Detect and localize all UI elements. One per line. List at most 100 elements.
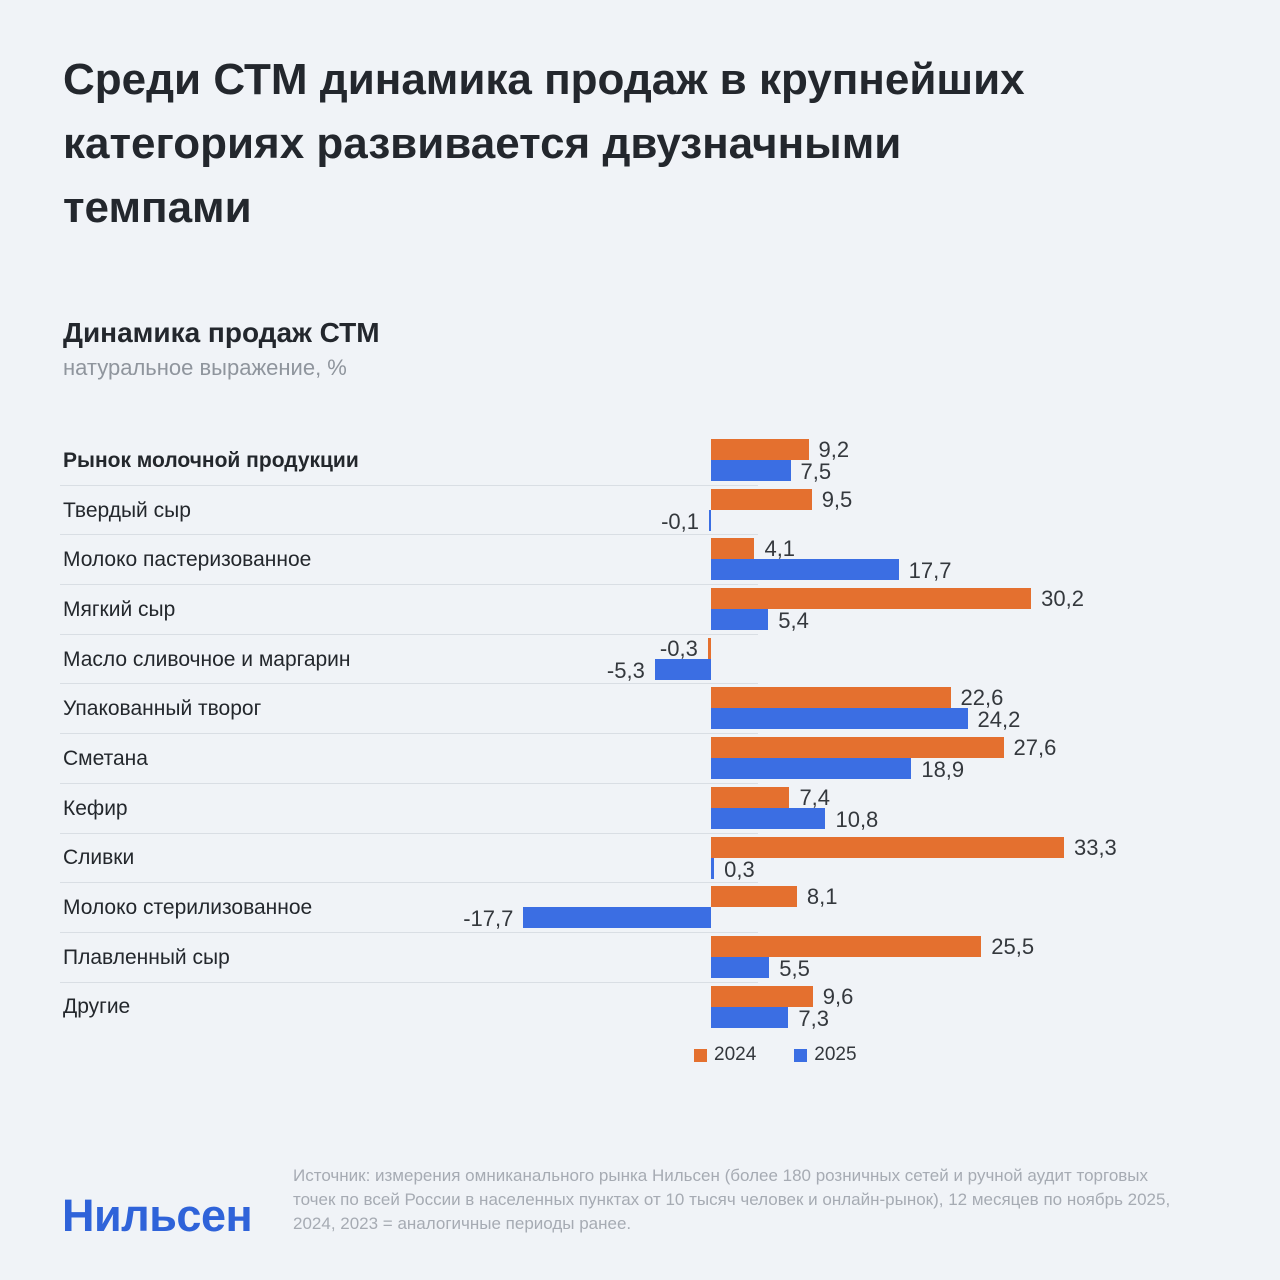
row-divider — [60, 981, 758, 983]
value-label-2025: 10,8 — [835, 806, 879, 832]
category-label: Упакованный творог — [63, 697, 262, 721]
bar-2025 — [711, 1006, 789, 1028]
page-title-line: категориях развивается двузначными — [63, 119, 902, 168]
chart-row: Упакованный творог 22,6 24,2 — [60, 684, 1220, 735]
bar-2025 — [654, 658, 711, 680]
row-divider — [60, 584, 758, 586]
chart-unit-label: натуральное выражение, % — [63, 355, 347, 380]
bar-2024 — [711, 886, 797, 908]
bar-2024 — [711, 687, 951, 709]
value-label-2025: 7,5 — [800, 459, 832, 484]
row-divider — [60, 484, 758, 486]
source-note: Источник: измерения омниканального рынка… — [293, 1166, 1171, 1233]
bar-2024 — [711, 439, 809, 460]
value-label-2025: -0,1 — [661, 508, 699, 534]
category-label: Сливки — [63, 846, 135, 870]
value-label-2025: 17,7 — [908, 558, 952, 584]
bar-2025 — [709, 509, 711, 531]
category-label: Мягкий сыр — [63, 597, 176, 621]
value-label-2024: 9,2 — [818, 437, 850, 462]
legend-label: 2025 — [814, 1044, 857, 1065]
value-label-2024: 30,2 — [1041, 586, 1084, 612]
bar-2025 — [711, 460, 791, 481]
value-label-2024: 25,5 — [991, 933, 1035, 959]
bar-2024 — [707, 637, 711, 659]
category-label: Молоко пастеризованное — [63, 548, 312, 572]
row-divider — [60, 882, 758, 884]
value-label-2024: 8,1 — [806, 884, 838, 910]
chart-row: Молоко пастеризованное 4,1 17,7 — [60, 535, 1220, 586]
category-label: Сметана — [63, 746, 148, 770]
nielsen-logo: Нильсен — [62, 1190, 253, 1241]
bar-2025 — [711, 857, 715, 879]
value-label-2024: 33,3 — [1073, 834, 1117, 860]
bar-2025 — [711, 807, 826, 829]
chart-row: Твердый сыр 9,5 -0,1 — [60, 486, 1220, 536]
legend-item-2024: 2024 — [694, 1044, 756, 1066]
value-label-2024: 22,6 — [960, 685, 1004, 711]
category-label: Молоко стерилизованное — [63, 896, 313, 920]
value-label-2025: 24,2 — [977, 707, 1021, 733]
row-divider — [60, 683, 758, 685]
bar-2024 — [711, 737, 1004, 759]
category-label: Плавленный сыр — [63, 945, 230, 969]
row-divider — [60, 931, 758, 933]
bar-2024 — [711, 836, 1064, 858]
bar-2024 — [711, 786, 790, 808]
value-label-2024: 9,5 — [821, 486, 853, 512]
legend-label: 2024 — [714, 1044, 757, 1065]
chart-row: Рынок молочной продукции 9,2 7,5 — [60, 436, 1220, 486]
value-label-2024: 7,4 — [799, 784, 831, 810]
chart-heading: Динамика продаж СТМ — [63, 317, 380, 348]
chart-row: Сливки 33,3 0,3 — [60, 834, 1220, 884]
chart-row: Сметана 27,6 18,9 — [60, 734, 1220, 784]
category-label: Твердый сыр — [63, 498, 191, 522]
value-label-2025: 7,3 — [798, 1005, 829, 1031]
bar-2025 — [711, 609, 769, 631]
value-label-2024: 27,6 — [1013, 735, 1057, 761]
chart-row: Кефир 7,4 10,8 — [60, 784, 1220, 834]
value-label-2025: 0,3 — [724, 856, 755, 882]
chart-row: Масло сливочное и маргарин -0,3 -5,3 — [60, 635, 1220, 685]
bar-chart: Рынок молочной продукции 9,2 7,5 Твердый сы… — [60, 436, 1220, 1033]
bar-2024 — [711, 935, 982, 957]
chart-row: Плавленный сыр 25,5 5,5 — [60, 933, 1220, 983]
value-label-2024: -0,3 — [659, 635, 698, 661]
page-title-line: темпами — [63, 183, 252, 232]
bar-2025 — [711, 956, 770, 978]
chart-row: Другие 9,6 7,3 — [60, 983, 1220, 1033]
value-label-2025: 18,9 — [921, 757, 965, 783]
value-label-2025: -17,7 — [463, 906, 514, 932]
bar-2025 — [711, 559, 899, 581]
value-label-2024: 4,1 — [764, 536, 796, 562]
row-divider — [60, 782, 758, 784]
chart-row: Мягкий сыр 30,2 5,4 — [60, 585, 1220, 635]
chart-legend: 2024 2025 — [694, 1044, 857, 1066]
category-label: Масло сливочное и маргарин — [63, 647, 351, 671]
bar-2024 — [711, 588, 1032, 610]
row-divider — [60, 733, 758, 735]
bar-2024 — [711, 538, 755, 560]
bar-2024 — [711, 488, 812, 510]
value-label-2024: 9,6 — [822, 983, 854, 1009]
row-divider — [60, 534, 758, 536]
row-divider — [60, 633, 758, 635]
chart-row: Молоко стерилизованное 8,1 -17,7 — [60, 883, 1220, 933]
category-label: Рынок молочной продукции — [63, 448, 359, 472]
category-label: Другие — [63, 995, 131, 1019]
bar-2024 — [711, 985, 813, 1007]
bar-2025 — [711, 758, 912, 780]
row-divider — [60, 832, 758, 834]
bar-2025 — [523, 907, 711, 929]
value-label-2025: -5,3 — [606, 657, 645, 683]
bar-2025 — [711, 708, 968, 730]
legend-swatch-icon — [794, 1048, 808, 1062]
value-label-2025: 5,4 — [778, 608, 809, 634]
legend-item-2025: 2025 — [794, 1044, 857, 1066]
value-label-2025: 5,5 — [779, 955, 810, 981]
category-label: Кефир — [63, 796, 128, 820]
page-title: Среди СТМ динамика продаж в крупнейших ка… — [63, 48, 1233, 240]
page-title-line: Среди СТМ динамика продаж в крупнейших — [63, 55, 1025, 104]
legend-swatch-icon — [694, 1048, 707, 1062]
